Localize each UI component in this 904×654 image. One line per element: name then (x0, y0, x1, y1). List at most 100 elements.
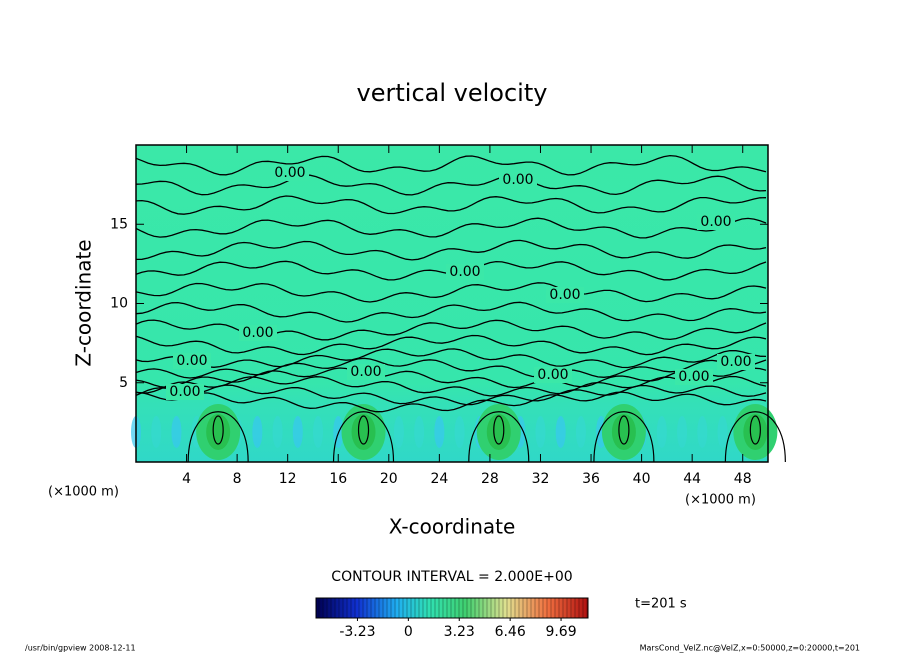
x-tick-label: 16 (329, 471, 347, 487)
field (136, 145, 768, 462)
contour-line (724, 411, 786, 463)
colorbar-tick-label: -3.23 (339, 624, 375, 640)
contour-label: 0.00 (274, 165, 305, 181)
cell (292, 416, 303, 448)
footer-left: /usr/bin/gpview 2008-12-11 (25, 644, 136, 653)
contour-label: 0.00 (176, 353, 207, 369)
cell (697, 416, 708, 448)
y-tick-label: 5 (119, 375, 128, 391)
contour-line (135, 282, 767, 303)
colorbar-tick-label: 9.69 (545, 624, 576, 640)
contour-line (187, 411, 249, 463)
cell (151, 416, 162, 448)
contour-line (212, 415, 224, 445)
contour-line (135, 348, 767, 369)
x-tick-label: 20 (380, 471, 398, 487)
contour-label-bg (717, 354, 755, 370)
contour-line (135, 174, 767, 196)
contour-line (593, 411, 655, 463)
contour-line (135, 239, 767, 261)
cell (434, 416, 445, 448)
footer-right: MarsCond_VelZ.nc@VelZ,x=0:50000,z=0:2000… (640, 644, 860, 653)
contour-line (135, 375, 767, 397)
contour-label: 0.00 (549, 287, 580, 303)
contour-label: 0.00 (242, 325, 273, 341)
x-tick-label: 24 (430, 471, 448, 487)
contour-label-bg (173, 353, 211, 369)
updraft-core (206, 414, 231, 450)
contour-line (135, 367, 767, 389)
contour-line (618, 415, 630, 445)
cell (535, 416, 546, 448)
contour-label: 0.00 (678, 369, 709, 385)
x-tick-label: 48 (734, 471, 752, 487)
contour-interval: CONTOUR INTERVAL = 2.000E+00 (331, 569, 572, 585)
contour-line (135, 384, 767, 406)
contour-line (332, 411, 395, 463)
unit-label: (×1000 m) (685, 493, 756, 508)
contour-line (135, 154, 767, 176)
cell (252, 416, 263, 448)
updraft-core (743, 414, 768, 450)
contour-line (135, 195, 767, 215)
x-axis-label: X-coordinate (389, 515, 516, 539)
contour-label: 0.00 (720, 354, 751, 370)
contour-line (135, 301, 767, 323)
updraft-core (611, 414, 636, 450)
cell (555, 416, 566, 448)
colorbar (315, 597, 589, 619)
contour-label: 0.00 (350, 364, 381, 380)
contour-label-bg (166, 384, 204, 400)
chart-title: vertical velocity (357, 79, 548, 107)
updraft-core (351, 414, 376, 450)
cell (656, 416, 667, 448)
contour-label-bg (697, 214, 735, 230)
contour-label-bg (675, 369, 713, 385)
x-tick-label: 40 (633, 471, 651, 487)
contour-line (135, 217, 767, 239)
x-tick-label: 36 (582, 471, 600, 487)
plot-area: 0.00 0.00 0.00 0.00 0.00 0.00 0.00 0.00 0.00 0.00… (131, 145, 786, 463)
contour-line (135, 391, 767, 413)
cell (575, 416, 586, 448)
colorbar-tick-label: 0 (404, 624, 413, 640)
updraft-core (486, 414, 511, 450)
contour-label-bg (347, 364, 385, 380)
contour-label-bg (499, 172, 537, 188)
cell (717, 416, 728, 448)
y-tick-label: 10 (110, 296, 128, 312)
cell (677, 416, 688, 448)
y-axis-label: Z-coordinate (72, 239, 96, 366)
y-tick-label: 15 (110, 216, 128, 232)
contour-line (749, 415, 761, 445)
contour-label: 0.00 (449, 264, 480, 280)
cell (414, 416, 425, 448)
colorbar-tick-label: 3.23 (444, 624, 475, 640)
x-tick-label: 8 (233, 471, 242, 487)
contour-line (135, 357, 767, 379)
x-tick-label: 4 (182, 471, 191, 487)
cell (393, 416, 404, 448)
contour-line (468, 411, 530, 463)
contour-label-bg (446, 264, 484, 280)
contour-label-bg (534, 367, 572, 383)
cell (171, 416, 182, 448)
contour-label: 0.00 (502, 172, 533, 188)
contour-line (135, 334, 767, 356)
contour-label: 0.00 (537, 367, 568, 383)
cell (454, 416, 465, 448)
cell (313, 416, 324, 448)
contour-label-bg (271, 165, 309, 181)
x-tick-label: 44 (683, 471, 701, 487)
contour-label: 0.00 (700, 214, 731, 230)
contour-line (357, 415, 370, 445)
contour-line (493, 415, 505, 445)
colorbar-tick-label: 6.46 (495, 624, 526, 640)
x-tick-label: 12 (279, 471, 297, 487)
x-tick-label: 28 (481, 471, 499, 487)
time-label: t=201 s (635, 597, 687, 612)
contour-label-bg (546, 287, 584, 303)
cell (272, 416, 283, 448)
contour-label-bg (239, 325, 277, 341)
